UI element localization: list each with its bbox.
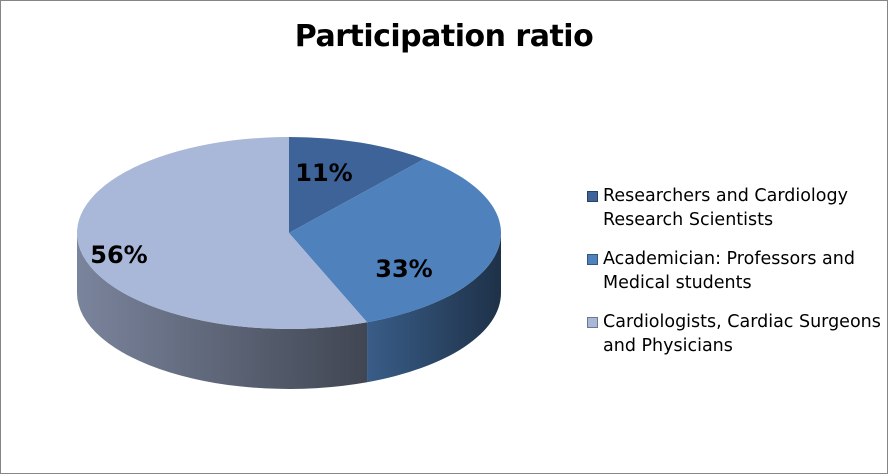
legend-swatch-academicians (587, 254, 598, 265)
legend-swatch-cardiologists (587, 317, 598, 328)
slice-top-researchers (289, 137, 425, 233)
legend-label-researchers: Researchers and Cardiology Research Scie… (603, 186, 848, 230)
legend-item-cardiologists: Cardiologists, Cardiac Surgeons and Phys… (587, 310, 882, 358)
legend: Researchers and Cardiology Research Scie… (587, 184, 882, 373)
chart-title: Participation ratio (294, 19, 594, 54)
legend-label-cardiologists: Cardiologists, Cardiac Surgeons and Phys… (603, 312, 881, 356)
data-label-cardiologists: 56% (90, 241, 147, 269)
slice-side-academicians (367, 233, 501, 383)
slice-top-cardiologists (77, 137, 368, 329)
slice-top-academicians (289, 159, 502, 323)
data-label-researchers: 11% (295, 159, 352, 187)
slice-side-cardiologists (77, 233, 368, 390)
legend-item-researchers: Researchers and Cardiology Research Scie… (587, 184, 882, 232)
legend-swatch-researchers (587, 191, 598, 202)
data-label-academicians: 33% (375, 255, 432, 283)
legend-item-academicians: Academician: Professors and Medical stud… (587, 247, 882, 295)
legend-label-academicians: Academician: Professors and Medical stud… (603, 249, 855, 293)
